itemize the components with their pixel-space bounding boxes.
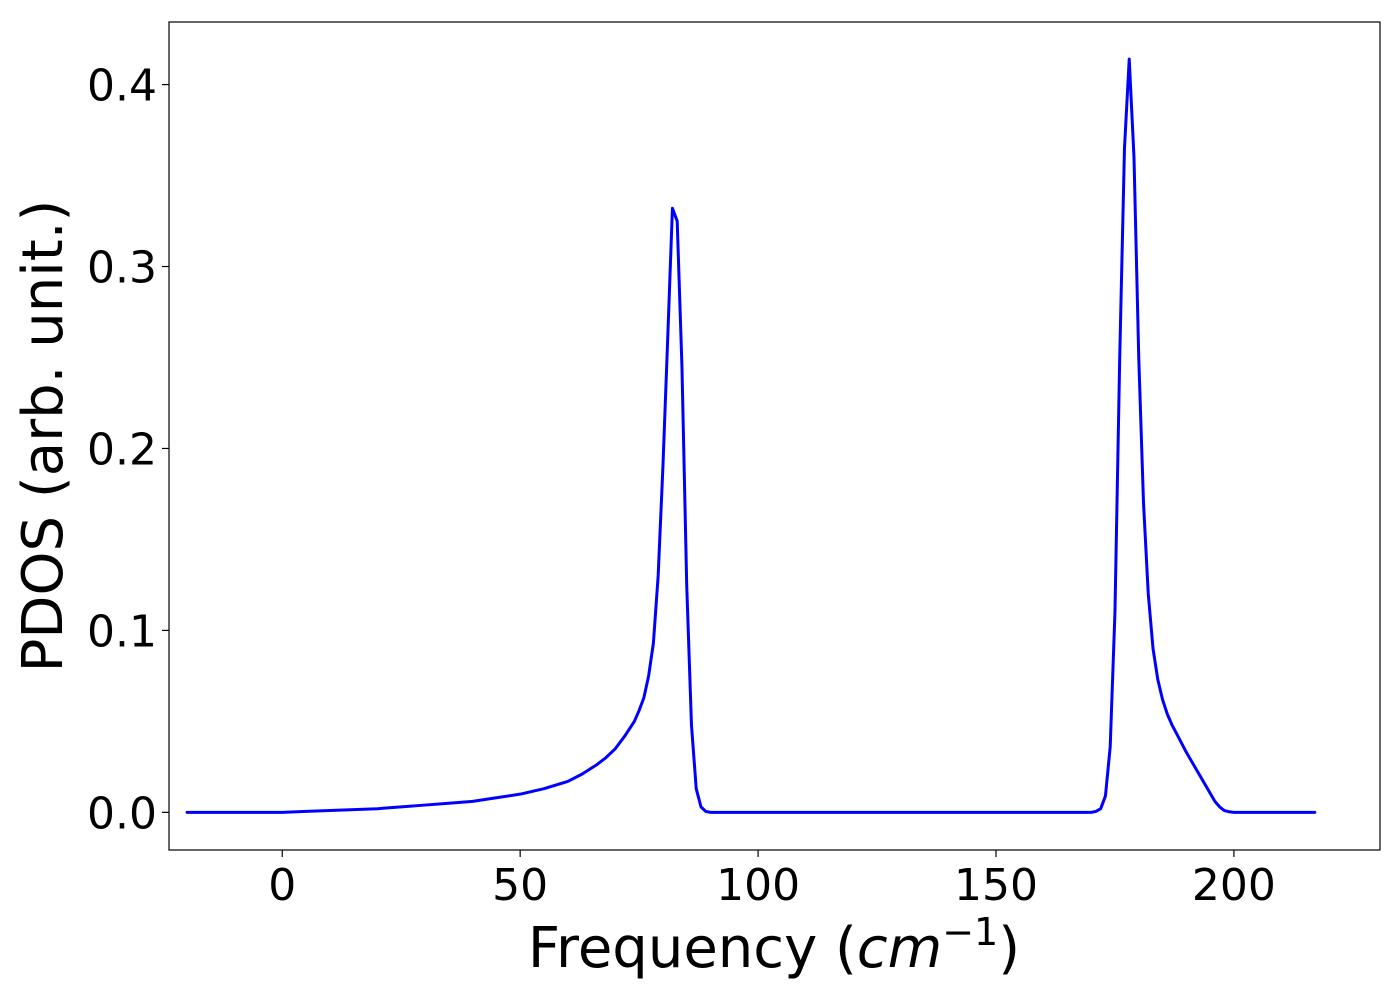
series-line: [185, 57, 1317, 814]
x-tick-label: 150: [954, 860, 1038, 911]
x-axis-label-close: ): [998, 916, 1020, 981]
x-tick-label: 200: [1192, 860, 1276, 911]
y-tick-label: 0.4: [87, 61, 157, 112]
y-tick-label: 0.3: [87, 243, 157, 294]
plot-frame: [168, 21, 1381, 851]
x-tick-label: 50: [492, 860, 548, 911]
x-tick-label: 0: [268, 860, 296, 911]
y-tick-label: 0.1: [87, 606, 157, 657]
ticks-layer: 0 50 100 150 200 0.0 0.1 0.2 0.3 0.4: [87, 61, 1276, 911]
y-axis-label: PDOS (arb. unit.): [11, 200, 76, 673]
y-tick-label: 0.2: [87, 424, 157, 475]
x-axis-label-exponent: −1: [942, 910, 998, 954]
x-tick-label: 100: [716, 860, 800, 911]
x-axis-label: Frequency (cm−1): [528, 910, 1020, 981]
x-axis-label-text: Frequency (: [528, 916, 857, 981]
x-axis-label-unit: cm: [857, 916, 942, 981]
y-tick-label: 0.0: [87, 788, 157, 839]
series-layer: [185, 57, 1317, 814]
